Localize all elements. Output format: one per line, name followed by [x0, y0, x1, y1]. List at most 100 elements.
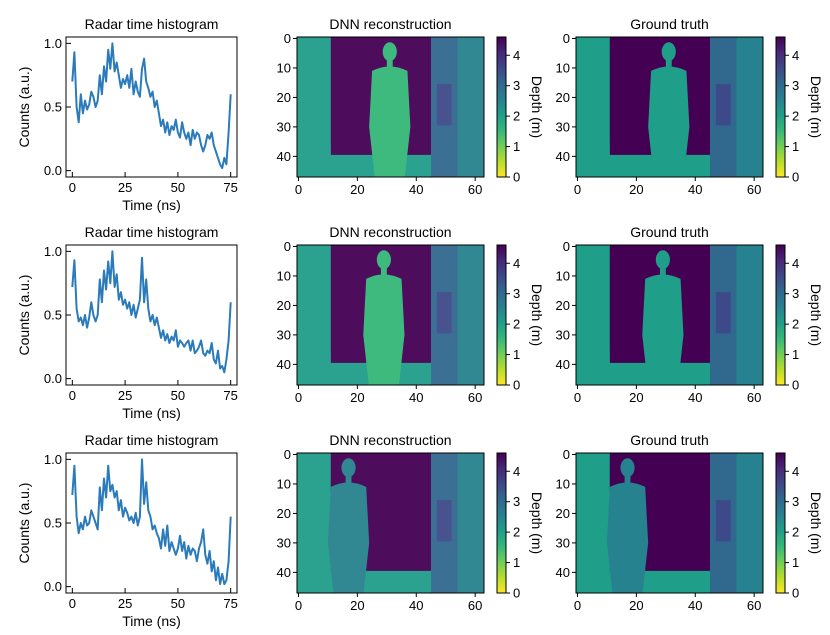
histogram-series-line — [71, 250, 232, 374]
colorbar-tick-label: 4 — [513, 464, 520, 479]
y-tick-label: 10 — [277, 60, 291, 75]
x-tick-label: 40 — [688, 390, 702, 405]
right-wall-region — [736, 245, 763, 385]
far-hallway-left-region — [609, 245, 640, 352]
depth-map — [297, 37, 484, 177]
x-tick-label: 0 — [295, 598, 302, 613]
y-tick-label: 0.5 — [44, 308, 62, 323]
y-tick-label: 10 — [556, 476, 570, 491]
colorbar-tick-label: 0 — [513, 586, 520, 601]
y-tick-label: 30 — [556, 535, 570, 550]
depth-map — [297, 453, 484, 593]
colorbar-gradient — [496, 36, 507, 178]
x-tick-label: 40 — [688, 598, 702, 613]
colorbar-gradient — [496, 452, 507, 594]
colorbar-tick-label: 2 — [513, 525, 520, 540]
y-tick-label: 30 — [277, 119, 291, 134]
y-tick-label: 0.5 — [44, 516, 62, 531]
far-hallway-left-region — [330, 37, 361, 144]
right-wall-region — [457, 37, 484, 177]
person-neck — [659, 267, 666, 276]
y-tick-label: 40 — [277, 149, 291, 164]
person-silhouette — [642, 250, 684, 385]
x-tick-label: 20 — [350, 598, 364, 613]
histogram-panel: Radar time histogram 0 25 50 75 0.0 0.5 1.0 Time… — [16, 432, 238, 629]
ground-truth-panel: Ground truth 0 20 40 60 0 10 20 30 40 0 1 2 3 4 Depth (… — [556, 16, 824, 197]
person-body — [363, 274, 405, 385]
x-tick-label: 0 — [69, 180, 76, 195]
x-tick-label: 0 — [574, 182, 581, 197]
histogram-xlabel: Time (ns) — [122, 613, 181, 629]
y-tick-label: 30 — [277, 327, 291, 342]
y-tick-label: 20 — [277, 506, 291, 521]
door-window-region — [715, 84, 731, 126]
x-tick-label: 60 — [747, 598, 761, 613]
dnn-reconstruction-panel: DNN reconstruction 0 20 40 60 0 10 20 30 40 0 1 2 3 4D… — [277, 432, 545, 613]
colorbar-tick-label: 3 — [792, 78, 799, 93]
y-tick-label: 30 — [277, 535, 291, 550]
y-tick-label: 0 — [284, 447, 291, 462]
x-tick-label: 60 — [468, 598, 482, 613]
colorbar-label: Depth (m) — [529, 284, 545, 346]
person-head — [382, 42, 397, 62]
colorbar-label: Depth (m) — [808, 492, 824, 554]
right-wall-region — [736, 37, 763, 177]
histogram-title: Radar time histogram — [85, 16, 219, 32]
panel-title: Ground truth — [630, 16, 709, 32]
person-body — [606, 482, 649, 593]
person-head — [661, 42, 676, 62]
histogram-title: Radar time histogram — [85, 224, 219, 240]
colorbar: 0 1 2 3 4 Depth (m) — [496, 244, 545, 393]
colorbar-label: Depth (m) — [529, 492, 545, 554]
histogram-xlabel: Time (ns) — [122, 405, 181, 421]
colorbar-tick-label: 4 — [792, 256, 799, 271]
person-head — [376, 250, 391, 270]
y-tick-label: 1.0 — [44, 244, 62, 259]
blur-overlay — [297, 37, 484, 177]
colorbar: 0 1 2 3 4 Depth (m) — [496, 452, 545, 601]
depth-map — [576, 245, 763, 385]
histogram-panel: Radar time histogram 0 25 50 75 0.0 0.5 1.0 Time… — [16, 16, 238, 213]
colorbar-gradient — [496, 244, 507, 386]
person-body — [327, 482, 370, 593]
x-tick-label: 0 — [295, 390, 302, 405]
right-wall-region — [736, 453, 763, 593]
y-tick-label: 20 — [277, 90, 291, 105]
histogram-ylabel: Counts (a.u.) — [16, 275, 32, 356]
person-silhouette — [327, 458, 370, 593]
colorbar-label: Depth (m) — [529, 76, 545, 138]
histogram-series-line — [71, 458, 232, 586]
y-tick-label: 0 — [284, 239, 291, 254]
person-silhouette — [369, 42, 411, 177]
far-hallway-left-region — [330, 245, 361, 352]
x-tick-label: 60 — [747, 182, 761, 197]
x-tick-label: 20 — [629, 598, 643, 613]
colorbar-gradient — [775, 36, 786, 178]
person-body — [642, 274, 684, 385]
y-tick-label: 40 — [556, 357, 570, 372]
colorbar-tick-label: 4 — [513, 256, 520, 271]
y-tick-label: 40 — [277, 565, 291, 580]
colorbar-label: Depth (m) — [808, 284, 824, 346]
person-neck — [624, 475, 631, 484]
depth-map — [576, 37, 763, 177]
y-tick-label: 30 — [556, 327, 570, 342]
ground-truth-panel: Ground truth 0 20 40 60 0 10 20 30 40 0 1 2 3 4 Depth (… — [556, 432, 824, 613]
panel-title: DNN reconstruction — [329, 16, 451, 32]
x-tick-label: 0 — [574, 598, 581, 613]
y-tick-label: 0 — [563, 239, 570, 254]
left-near-wall-region — [297, 453, 321, 593]
x-tick-label: 0 — [69, 596, 76, 611]
histogram-xlabel: Time (ns) — [122, 197, 181, 213]
colorbar-gradient — [775, 244, 786, 386]
histogram-frame — [65, 36, 238, 178]
x-tick-label: 75 — [223, 180, 237, 195]
x-tick-label: 0 — [69, 388, 76, 403]
panel-title: Ground truth — [630, 224, 709, 240]
panel-title: DNN reconstruction — [329, 432, 451, 448]
colorbar-tick-label: 1 — [792, 139, 799, 154]
y-tick-label: 10 — [277, 476, 291, 491]
door-window-region — [715, 292, 731, 334]
x-tick-label: 20 — [350, 182, 364, 197]
